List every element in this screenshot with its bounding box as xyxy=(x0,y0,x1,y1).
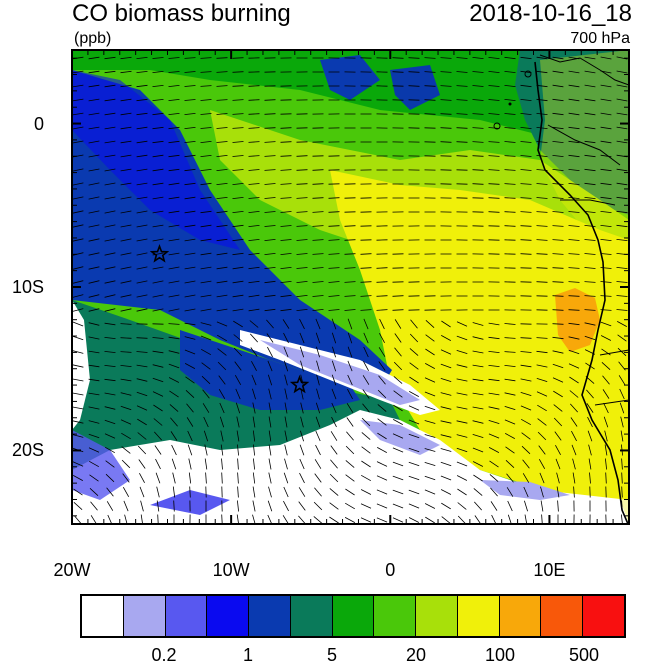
coastline xyxy=(493,54,629,524)
colorbar-label: 1 xyxy=(242,645,253,665)
colorbar-box xyxy=(332,596,375,636)
level-label: 700 hPa xyxy=(570,30,630,47)
colorbar xyxy=(80,594,626,638)
colorbar-box xyxy=(374,596,417,636)
colorbar-box xyxy=(499,596,542,636)
colorbar-box xyxy=(249,596,291,636)
colorbar-box xyxy=(416,596,458,636)
lon-label: 0 xyxy=(385,560,396,580)
colorbar-label: 5 xyxy=(326,645,337,665)
lon-label: 20W xyxy=(53,560,91,580)
lat-label: 10S xyxy=(11,277,44,297)
colorbar-box xyxy=(123,596,166,636)
lon-label: 10W xyxy=(212,560,250,580)
colorbar-box xyxy=(82,596,124,636)
lat-label: 20S xyxy=(11,440,44,461)
colorbar-label: 500 xyxy=(568,645,600,665)
map-datetime: 2018-10-16_18 xyxy=(469,0,632,27)
colorbar-box xyxy=(165,596,208,636)
colorbar-label: 100 xyxy=(484,645,516,665)
units-label: (ppb) xyxy=(74,30,112,47)
map-title: CO biomass burning xyxy=(72,0,291,27)
colorbar-box xyxy=(207,596,250,636)
colorbar-box xyxy=(541,596,584,636)
colorbar-label: 0.2 xyxy=(151,645,177,665)
marker-layer xyxy=(149,244,310,394)
star-marker xyxy=(289,374,310,394)
colorbar-label: 20 xyxy=(405,645,427,665)
wind-barb-lines xyxy=(72,56,628,524)
wind-vectors xyxy=(72,56,628,524)
colorbar-box xyxy=(457,596,500,636)
star-marker xyxy=(149,244,170,263)
co-field xyxy=(72,50,629,524)
colorbar-box xyxy=(290,596,333,636)
lat-label: 0 xyxy=(33,113,44,134)
axis-ticks xyxy=(71,50,630,524)
lon-label: 10E xyxy=(533,560,566,580)
colorbar-box xyxy=(583,596,624,636)
